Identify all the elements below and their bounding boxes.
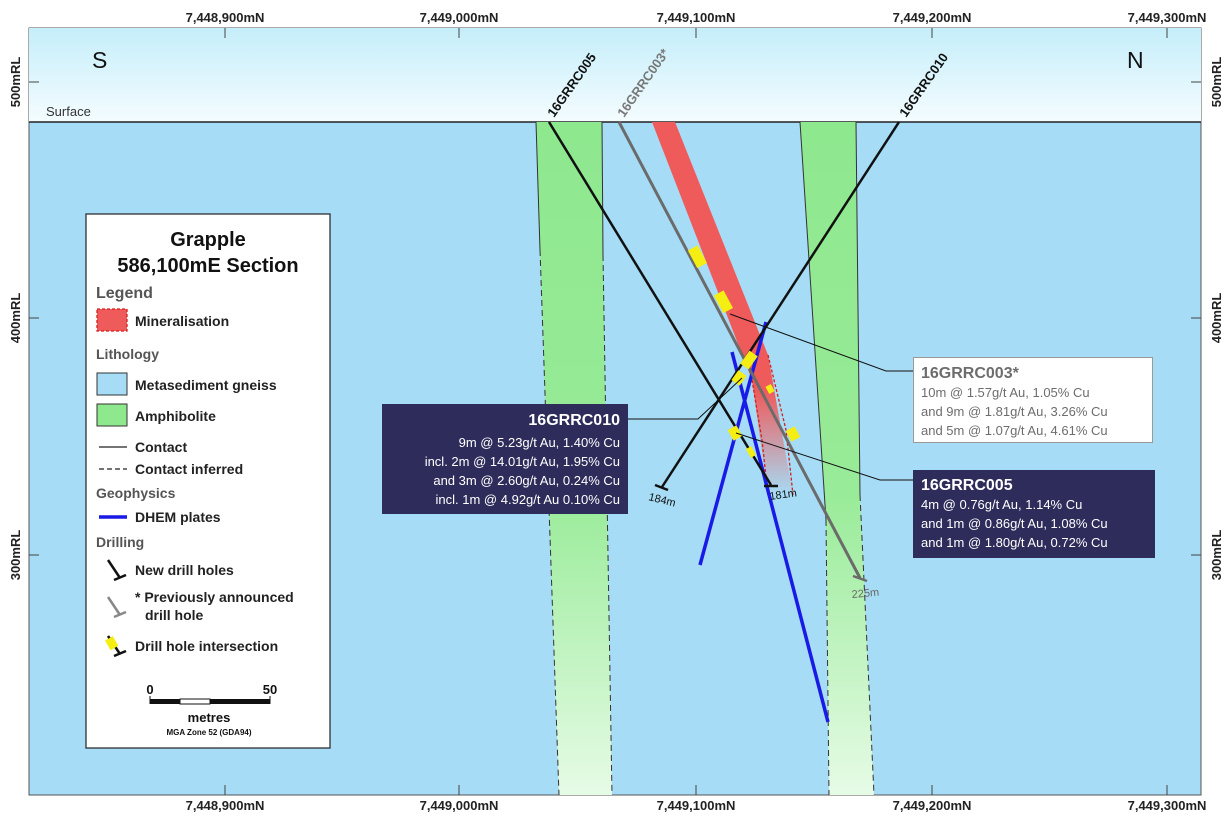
geophysics-heading: Geophysics: [96, 485, 176, 501]
rl-tick-right: 500mRL: [1209, 57, 1224, 108]
sky-zone: [29, 28, 1201, 122]
rl-tick-left: 400mRL: [8, 293, 23, 344]
end-depth-16grrc005: 181m: [769, 487, 798, 503]
intercept-title: 16GRRC005: [921, 477, 1013, 494]
axis-ticks: [29, 28, 1201, 795]
contact-line: [535, 121, 541, 251]
legend-subtitle: 586,100mE Section: [117, 255, 298, 277]
legend-heading: Legend: [96, 285, 153, 302]
northing-tick-bottom: 7,448,900mN: [186, 798, 265, 813]
intercept-line: incl. 2m @ 14.01g/t Au, 1.95% Cu: [424, 454, 620, 469]
intersection-marker: [740, 350, 758, 370]
legend-previous-hole-label-line2: drill hole: [145, 607, 204, 623]
intersection-marker: [731, 370, 747, 386]
lithology-heading: Lithology: [96, 346, 159, 362]
orientation-south: S: [92, 47, 107, 73]
scale-unit: metres: [188, 710, 231, 725]
leader-line-16grrc003: [729, 313, 913, 372]
scale-end: 50: [263, 682, 277, 697]
northing-tick-top: 7,448,900mN: [186, 10, 265, 25]
northing-tick-bottom: 7,449,300mN: [1128, 798, 1207, 813]
metasediment-swatch: [96, 372, 128, 396]
dhem-plate: [698, 321, 768, 566]
contact-inferred-line: [859, 494, 875, 796]
drill-hole-end-16grrc003: [852, 574, 868, 583]
intercept-line: and 3m @ 2.60g/t Au, 0.24% Cu: [433, 473, 620, 488]
northing-tick-top: 7,449,000mN: [420, 10, 499, 25]
mineralisation-swatch: [96, 308, 128, 332]
legend-previous-hole-label: * Previously announced: [135, 589, 294, 605]
contact-line: [799, 121, 827, 521]
drill-hole-end-16grrc010: [654, 483, 669, 492]
rl-tick-right: 300mRL: [1209, 530, 1224, 581]
drill-hole-trace-16grrc010: [660, 121, 901, 488]
rl-tick-right: 400mRL: [1209, 293, 1224, 344]
mineralisation-inferred-edge: [767, 354, 794, 496]
intercept-title: 16GRRC010: [528, 412, 620, 429]
leader-line-16grrc005: [735, 432, 913, 481]
intercept-title: 16GRRC003*: [921, 365, 1019, 382]
contact-inferred-line: [539, 249, 560, 796]
northing-tick-bottom: 7,449,000mN: [420, 798, 499, 813]
drill-hole-trace-16grrc003: [617, 121, 862, 579]
intercept-line: 4m @ 0.76g/t Au, 1.14% Cu: [921, 497, 1083, 512]
intersection-marker: [713, 290, 733, 314]
intersection-marker: [727, 425, 743, 441]
legend-box: [85, 213, 331, 749]
intercept-line: 9m @ 5.23g/t Au, 1.40% Cu: [458, 435, 620, 450]
contact-line: [601, 121, 604, 256]
mineralisation-zone: [652, 122, 793, 495]
legend-contact-inferred-label: Contact inferred: [135, 461, 243, 477]
legend-new-holes-label: New drill holes: [135, 562, 234, 578]
northing-tick-bottom: 7,449,200mN: [893, 798, 972, 813]
intercept-line: and 1m @ 1.80g/t Au, 0.72% Cu: [921, 535, 1108, 550]
intersection-marker: [765, 384, 775, 394]
legend-amphibolite-label: Amphibolite: [135, 408, 216, 424]
legend-metasediment-label: Metasediment gneiss: [135, 377, 277, 393]
scale-bar: [149, 696, 271, 705]
northing-tick-top: 7,449,200mN: [893, 10, 972, 25]
rl-tick-left: 300mRL: [8, 530, 23, 581]
projection-label: MGA Zone 52 (GDA94): [166, 728, 251, 737]
legend-mineralisation-label: Mineralisation: [135, 313, 229, 329]
drill-hole-trace-16grrc005: [547, 121, 773, 486]
contact-inferred-line: [602, 254, 613, 796]
legend-dhem-label: DHEM plates: [135, 509, 221, 525]
amphibolite-unit-east: [800, 122, 874, 795]
intersection-marker: [785, 426, 801, 442]
intercept-box-16grrc010: 16GRRC010 9m @ 5.23g/t Au, 1.40% Cu incl…: [382, 404, 628, 514]
intercept-line: and 9m @ 1.81g/t Au, 3.26% Cu: [921, 404, 1108, 419]
rl-tick-left: 500mRL: [8, 57, 23, 108]
orientation-north: N: [1127, 47, 1144, 73]
intersection-marker: [687, 245, 707, 269]
intercept-line: and 1m @ 0.86g/t Au, 1.08% Cu: [921, 516, 1108, 531]
northing-tick-bottom: 7,449,100mN: [657, 798, 736, 813]
dhem-plate: [730, 351, 830, 723]
amphibolite-swatch: [96, 403, 128, 427]
northing-tick-top: 7,449,100mN: [657, 10, 736, 25]
northing-tick-top: 7,449,300mN: [1128, 10, 1207, 25]
intercept-box-16grrc005: 16GRRC005 4m @ 0.76g/t Au, 1.14% Cu and …: [913, 470, 1155, 558]
intersection-symbol: [105, 635, 127, 658]
intercept-box-16grrc003: 16GRRC003* 10m @ 1.57g/t Au, 1.05% Cu an…: [913, 357, 1153, 443]
previous-drill-hole-symbol: [106, 596, 127, 619]
drilling-heading: Drilling: [96, 534, 144, 550]
intersection-marker: [745, 446, 757, 458]
intercept-line: 10m @ 1.57g/t Au, 1.05% Cu: [921, 385, 1090, 400]
contact-inferred-line: [825, 519, 830, 796]
scale-start: 0: [146, 682, 153, 697]
intercept-line: incl. 1m @ 4.92g/t Au 0.10% Cu: [435, 492, 620, 507]
legend-title: Grapple: [170, 229, 246, 251]
legend-panel: Grapple 586,100mE Section Legend Mineral…: [85, 213, 331, 749]
leader-line-16grrc010: [628, 377, 743, 420]
legend-intersection-label: Drill hole intersection: [135, 638, 278, 654]
new-drill-hole-symbol: [106, 559, 127, 582]
surface-label: Surface: [46, 104, 91, 119]
legend-contact-label: Contact: [135, 439, 187, 455]
intercept-line: and 5m @ 1.07g/t Au, 4.61% Cu: [921, 423, 1108, 438]
end-depth-16grrc003: 225m: [851, 587, 879, 601]
contact-line: [855, 121, 861, 496]
